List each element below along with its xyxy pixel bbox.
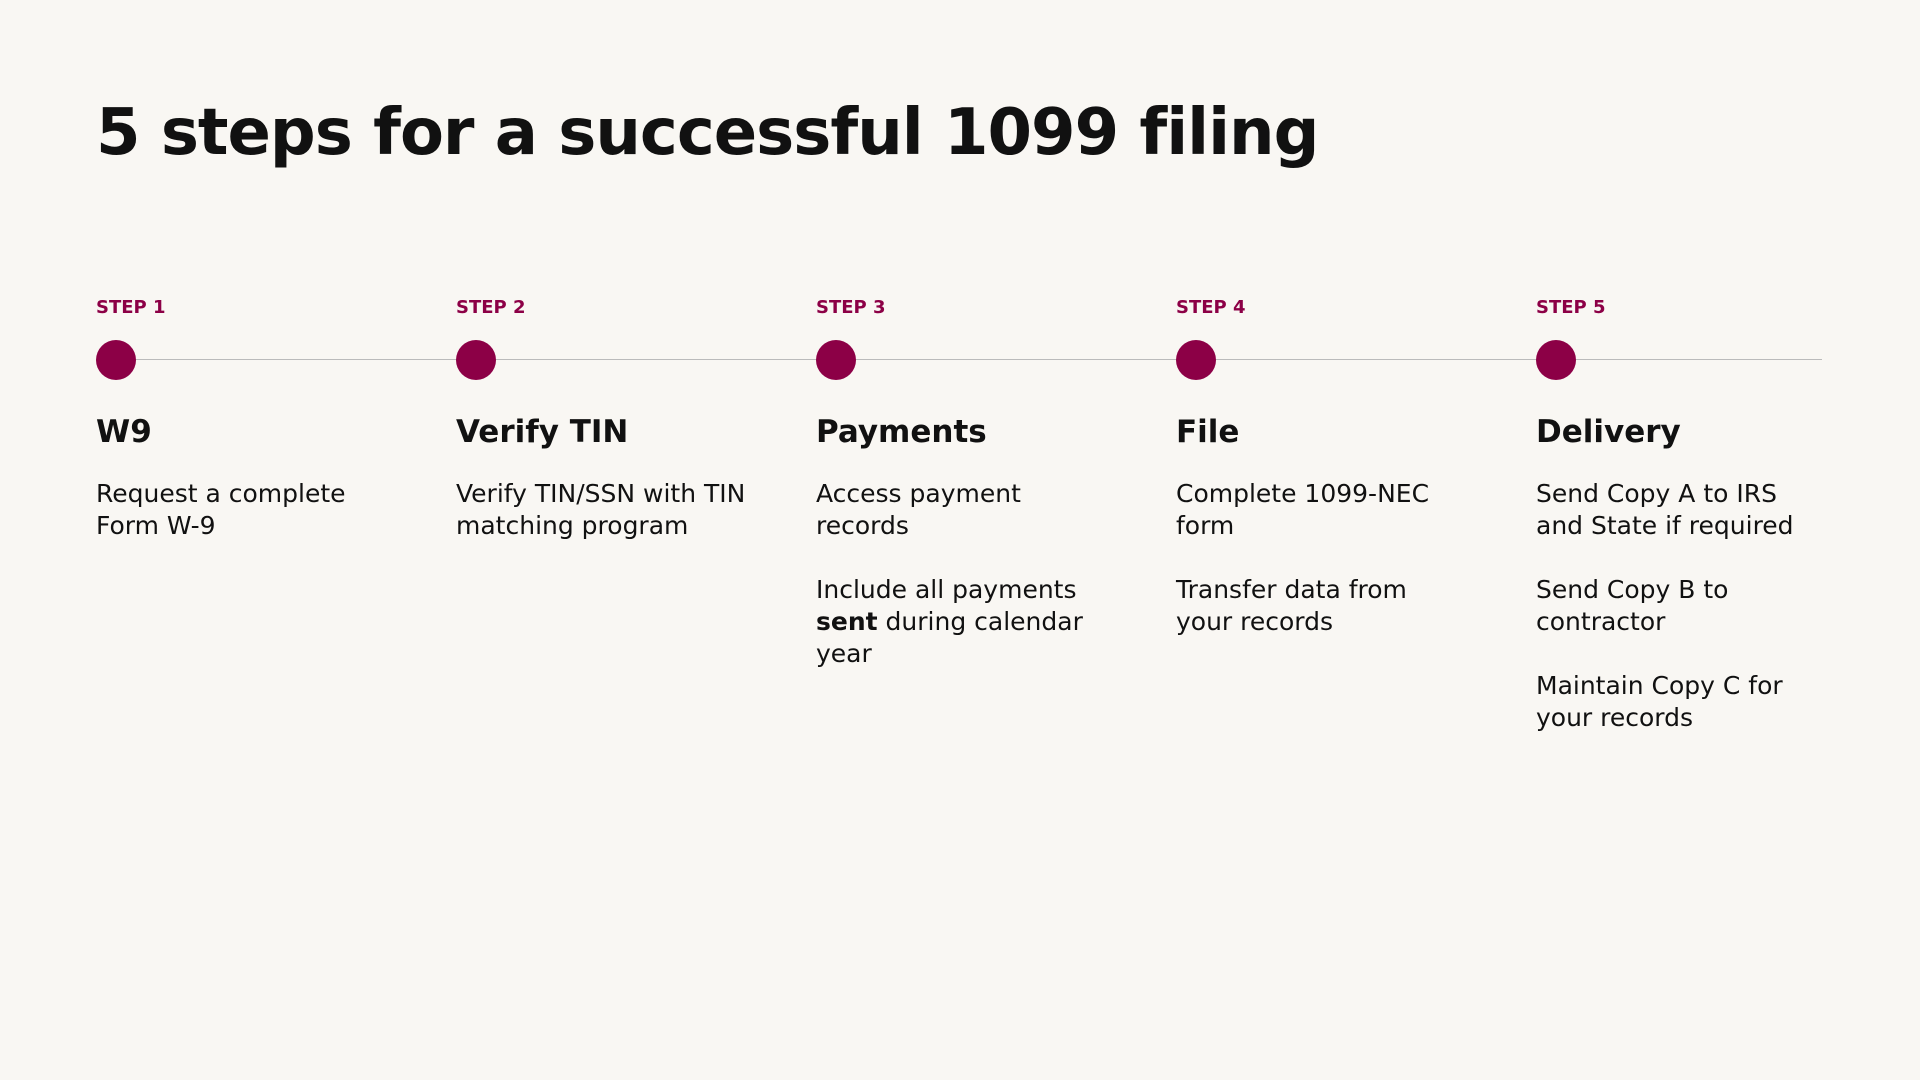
text-run: Request a complete Form W-9 (96, 479, 346, 540)
step-label: STEP 4 (1176, 297, 1246, 318)
step-text: Transfer data from your records (1176, 574, 1466, 638)
timeline-line (116, 359, 1822, 360)
step: STEP 5 Delivery Send Copy A to IRS and Sta… (1536, 296, 1836, 734)
step-text: Send Copy A to IRS and State if required (1536, 478, 1826, 542)
text-run: Transfer data from your records (1176, 575, 1407, 636)
step: STEP 4 File Complete 1099-NEC form Transfer… (1176, 296, 1476, 638)
step-label: STEP 2 (456, 297, 526, 318)
text-run: Complete 1099-NEC form (1176, 479, 1430, 540)
step-text: Send Copy B to contractor (1536, 574, 1826, 638)
text-run: Send Copy B to contractor (1536, 575, 1729, 636)
step-text: Include all payments sent during calenda… (816, 574, 1106, 670)
step-dot (816, 340, 856, 380)
text-run: Maintain Copy C for your records (1536, 671, 1783, 732)
text-run: during calendar year (816, 607, 1083, 668)
step-text: Request a complete Form W-9 (96, 478, 386, 542)
step-title: File (1176, 414, 1240, 450)
step-label: STEP 1 (96, 297, 166, 318)
step-text: Maintain Copy C for your records (1536, 670, 1826, 734)
text-run: Verify TIN/SSN with TIN matching program (456, 479, 746, 540)
step-title: Verify TIN (456, 414, 629, 450)
step-label: STEP 5 (1536, 297, 1606, 318)
step-text: Complete 1099-NEC form (1176, 478, 1466, 542)
step-text: Verify TIN/SSN with TIN matching program (456, 478, 746, 542)
text-run: Include all payments (816, 575, 1077, 604)
text-run: Send Copy A to IRS and State if required (1536, 479, 1794, 540)
step-dot (1536, 340, 1576, 380)
page-title: 5 steps for a successful 1099 filing (96, 96, 1319, 170)
step: STEP 3 Payments Access payment records Incl… (816, 296, 1116, 670)
text-run: sent (816, 607, 878, 636)
step: STEP 2 Verify TIN Verify TIN/SSN with TIN … (456, 296, 756, 542)
step: STEP 1 W9 Request a complete Form W-9 (96, 296, 396, 542)
step-dot (456, 340, 496, 380)
text-run: Access payment records (816, 479, 1021, 540)
step-label: STEP 3 (816, 297, 886, 318)
step-dot (1176, 340, 1216, 380)
step-title: Delivery (1536, 414, 1681, 450)
step-title: Payments (816, 414, 987, 450)
step-title: W9 (96, 414, 152, 450)
step-dot (96, 340, 136, 380)
step-text: Access payment records (816, 478, 1106, 542)
